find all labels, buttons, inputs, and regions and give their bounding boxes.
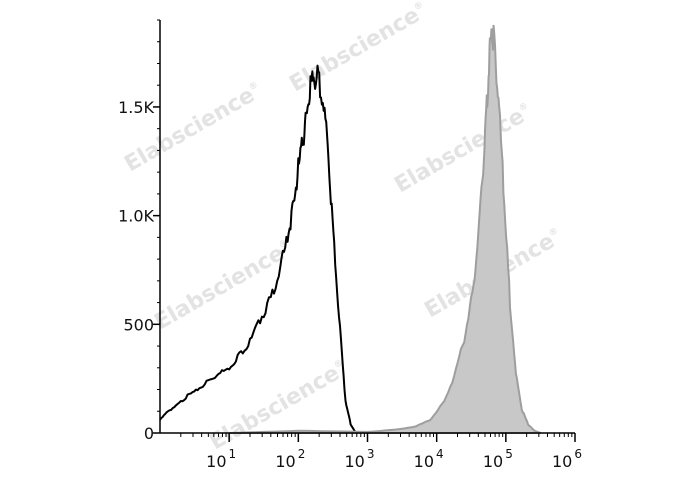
series-outline-histogram [159, 64, 357, 434]
watermark-text: Elabscience® [151, 236, 297, 335]
x-tick-label: 10 6 [552, 447, 582, 471]
series-filled-histogram [229, 24, 542, 434]
y-tick-label: 0 [144, 424, 154, 443]
x-tick-label: 10 3 [345, 447, 375, 471]
watermark-text: Elabscience® [121, 78, 267, 177]
series-layer [159, 24, 542, 434]
y-tick-label: 1.0K [118, 207, 154, 226]
x-tick-label: 10 4 [414, 447, 444, 471]
y-tick-label: 500 [123, 315, 154, 334]
y-tick-label: 1.5K [118, 98, 154, 117]
watermark-text: Elabscience® [286, 0, 432, 97]
x-tick-label: 10 2 [275, 447, 305, 471]
x-tick-label: 10 5 [483, 447, 513, 471]
watermark-text: Elabscience® [206, 356, 352, 455]
watermark-text: Elabscience® [391, 99, 537, 198]
